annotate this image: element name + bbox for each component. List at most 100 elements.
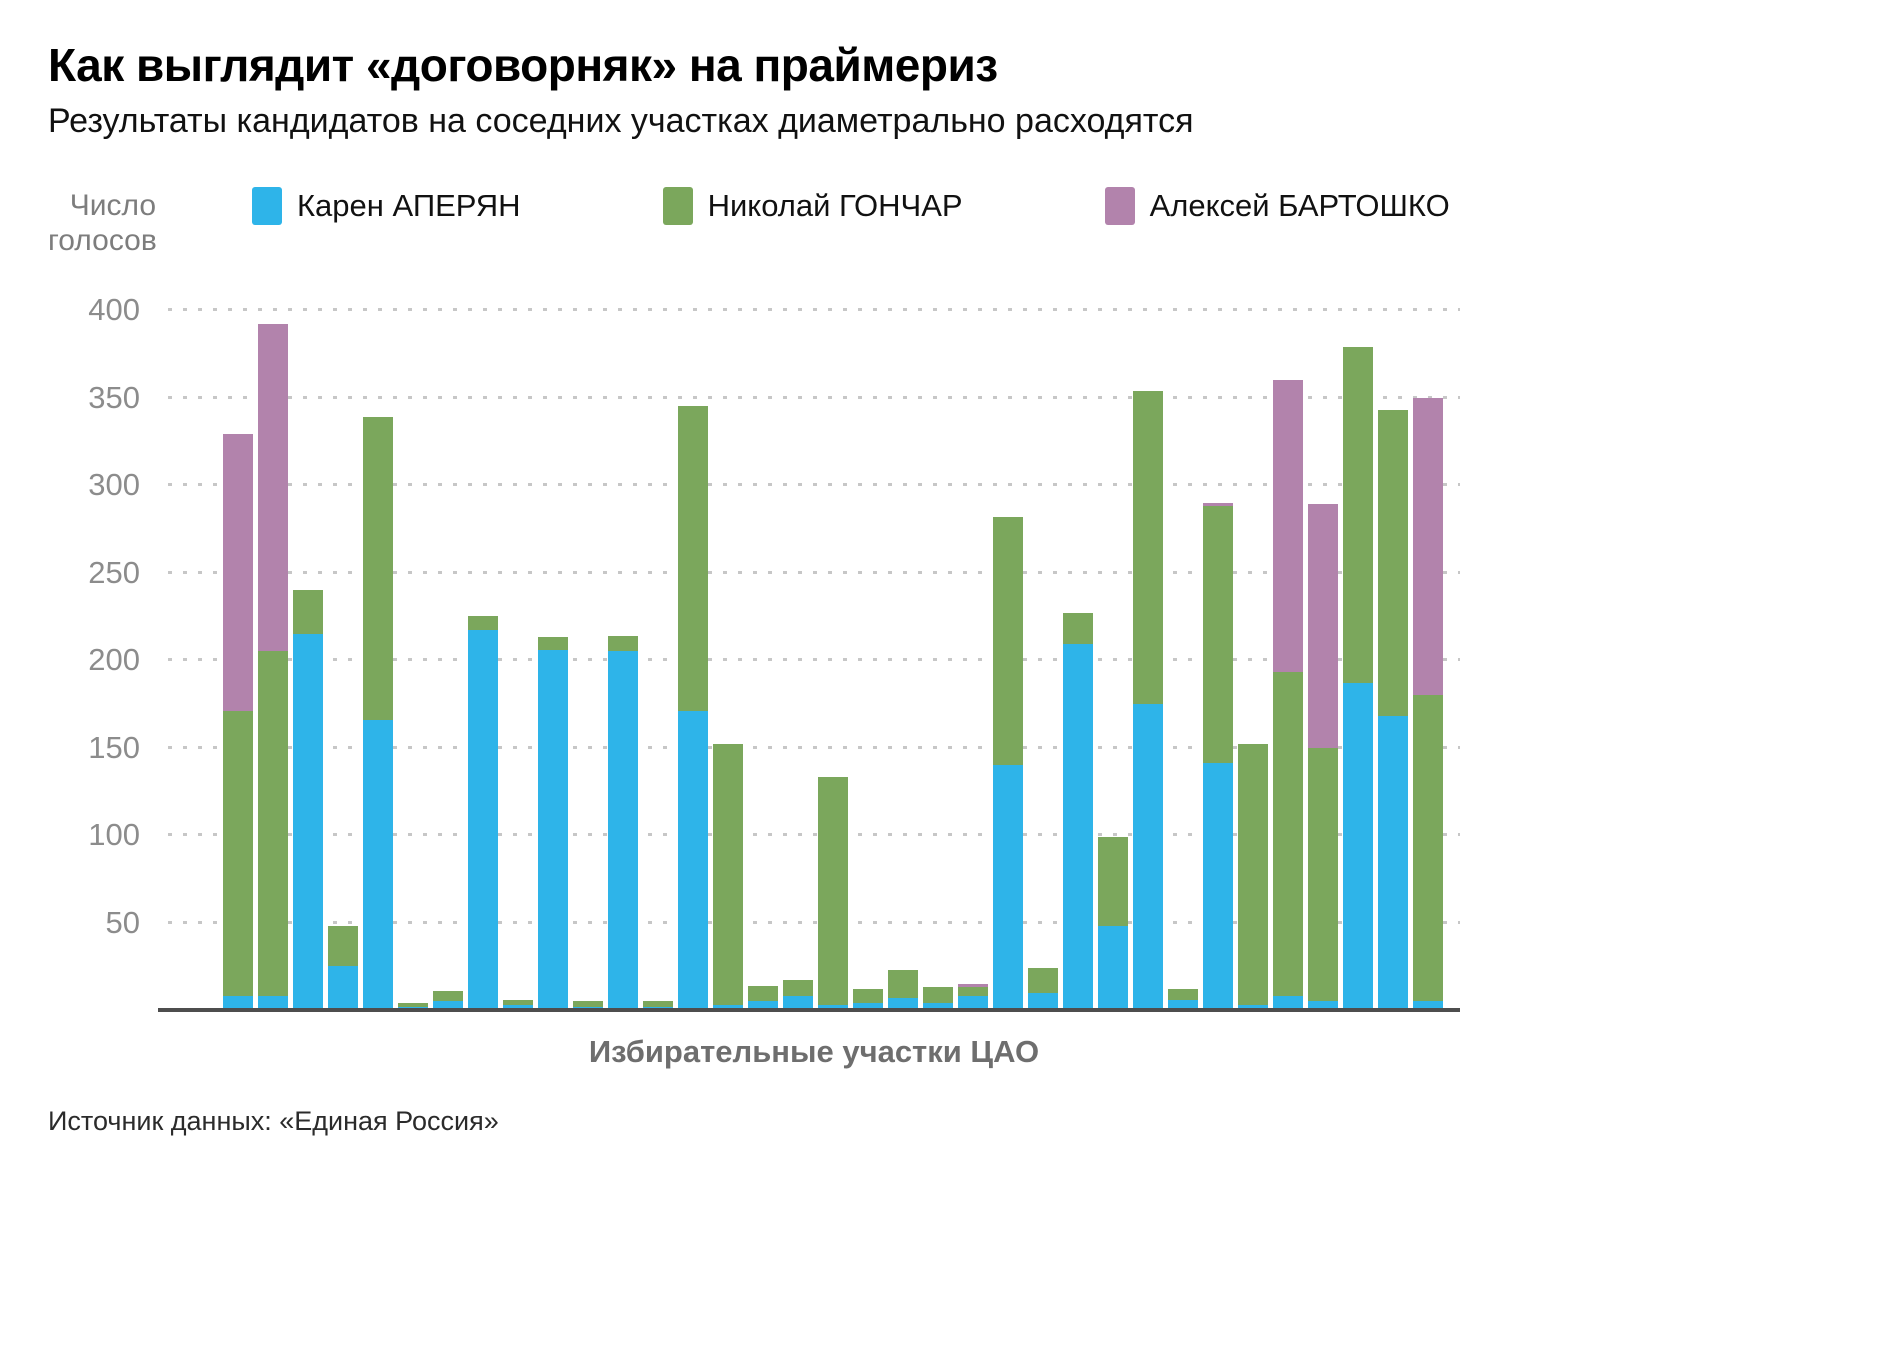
bar-segment [1378, 716, 1408, 1010]
bar-station-10 [538, 637, 568, 1010]
y-axis-title: Число голосов [48, 189, 157, 257]
x-axis-baseline [158, 1008, 1460, 1012]
bar-segment [1308, 747, 1338, 1002]
bar-segment [293, 633, 323, 1010]
bar-segment [1238, 1004, 1268, 1010]
bar-segment [608, 635, 638, 652]
bar-segment [1028, 992, 1058, 1010]
bar-segment [748, 1001, 778, 1010]
gridline [168, 570, 1460, 574]
bar-segment [993, 516, 1023, 765]
bar-segment [643, 1001, 673, 1007]
bar-station-21 [923, 987, 953, 1010]
bar-segment [783, 980, 813, 996]
bar-segment [223, 996, 253, 1010]
bar-segment [853, 1003, 883, 1010]
bar-segment [1063, 612, 1093, 645]
bar-segment [328, 966, 358, 1010]
bar-segment [958, 996, 988, 1010]
bar-segment [398, 1003, 428, 1007]
bar-station-19 [853, 989, 883, 1010]
plot-area: 400 350 300 250 200 150 100 50 [88, 292, 1460, 1010]
bar-station-33 [1343, 346, 1373, 1010]
bar-segment [1168, 999, 1198, 1010]
bar-station-27 [1133, 390, 1163, 1010]
y-tick-label: 150 [88, 729, 140, 765]
bar-segment [1378, 409, 1408, 716]
bar-segment [888, 969, 918, 998]
legend-swatch-gonchar-icon [662, 187, 693, 225]
legend-item-gonchar: Николай ГОНЧАР [662, 187, 963, 225]
legend-swatch-bartoshko-icon [1104, 187, 1135, 225]
bar-station-7 [433, 990, 463, 1010]
bar-segment [713, 744, 743, 1005]
gridline [168, 920, 1460, 924]
bar-segment [503, 1004, 533, 1010]
bar-segment [1063, 644, 1093, 1010]
bar-segment [258, 651, 288, 996]
bar-segment [678, 710, 708, 1010]
bar-station-30 [1238, 744, 1268, 1010]
bar-segment [748, 985, 778, 1002]
bar-segment [1273, 380, 1303, 673]
bar-station-26 [1098, 836, 1128, 1010]
bar-station-20 [888, 969, 918, 1010]
bar-station-8 [468, 616, 498, 1010]
bar-segment [1273, 672, 1303, 996]
bar-station-5 [363, 416, 393, 1010]
bar-segment [958, 983, 988, 988]
bar-segment [923, 1003, 953, 1010]
bar-station-28 [1168, 989, 1198, 1010]
bar-station-34 [1378, 409, 1408, 1010]
y-tick-label: 200 [88, 642, 140, 677]
bar-station-9 [503, 999, 533, 1010]
bar-segment [993, 765, 1023, 1010]
bar-station-3 [293, 590, 323, 1010]
bar-segment [363, 719, 393, 1010]
bar-segment [433, 1001, 463, 1010]
bars-group [223, 310, 1443, 1010]
y-tick-label: 400 [88, 292, 140, 327]
bar-segment [1133, 390, 1163, 704]
legend-label-aperyan: Карен АПЕРЯН [297, 188, 521, 223]
bar-station-15 [713, 744, 743, 1010]
bar-segment [1098, 836, 1128, 926]
gridline [168, 308, 1460, 311]
bar-segment [1343, 346, 1373, 683]
bar-segment [468, 616, 498, 631]
gridline [168, 745, 1460, 749]
bar-station-4 [328, 926, 358, 1010]
gridline [168, 483, 1460, 486]
bar-station-18 [818, 777, 848, 1010]
bar-segment [713, 1004, 743, 1010]
bar-segment [363, 416, 393, 720]
y-tick-label: 100 [88, 817, 140, 852]
bar-segment [818, 777, 848, 1005]
bar-segment [223, 434, 253, 711]
bar-segment [1203, 502, 1233, 506]
chart-title: Как выглядит «договорняк» на праймериз [48, 39, 998, 91]
bar-segment [853, 989, 883, 1003]
bar-station-2 [258, 324, 288, 1010]
bar-segment [258, 324, 288, 652]
bar-station-31 [1273, 380, 1303, 1010]
bar-station-24 [1028, 968, 1058, 1010]
bar-segment [888, 997, 918, 1010]
bar-station-22 [958, 983, 988, 1010]
bar-station-1 [223, 434, 253, 1010]
bar-segment [923, 987, 953, 1003]
bar-segment [1203, 506, 1233, 764]
bar-station-32 [1308, 504, 1338, 1010]
legend: Карен АПЕРЯН Николай ГОНЧАР Алексей БАРТ… [252, 187, 1450, 225]
bar-station-29 [1203, 502, 1233, 1010]
legend-row: Число голосов Карен АПЕРЯН Николай ГОНЧА… [48, 187, 1852, 258]
bar-segment [1343, 682, 1373, 1010]
chart-subtitle: Результаты кандидатов на соседних участк… [48, 102, 1194, 140]
bar-segment [258, 996, 288, 1010]
bar-segment [1098, 926, 1128, 1010]
legend-item-aperyan: Карен АПЕРЯН [252, 187, 521, 225]
bar-segment [1203, 763, 1233, 1010]
y-tick-label: 50 [105, 904, 140, 940]
bar-segment [503, 999, 533, 1005]
legend-label-bartoshko: Алексей БАРТОШКО [1149, 188, 1450, 223]
